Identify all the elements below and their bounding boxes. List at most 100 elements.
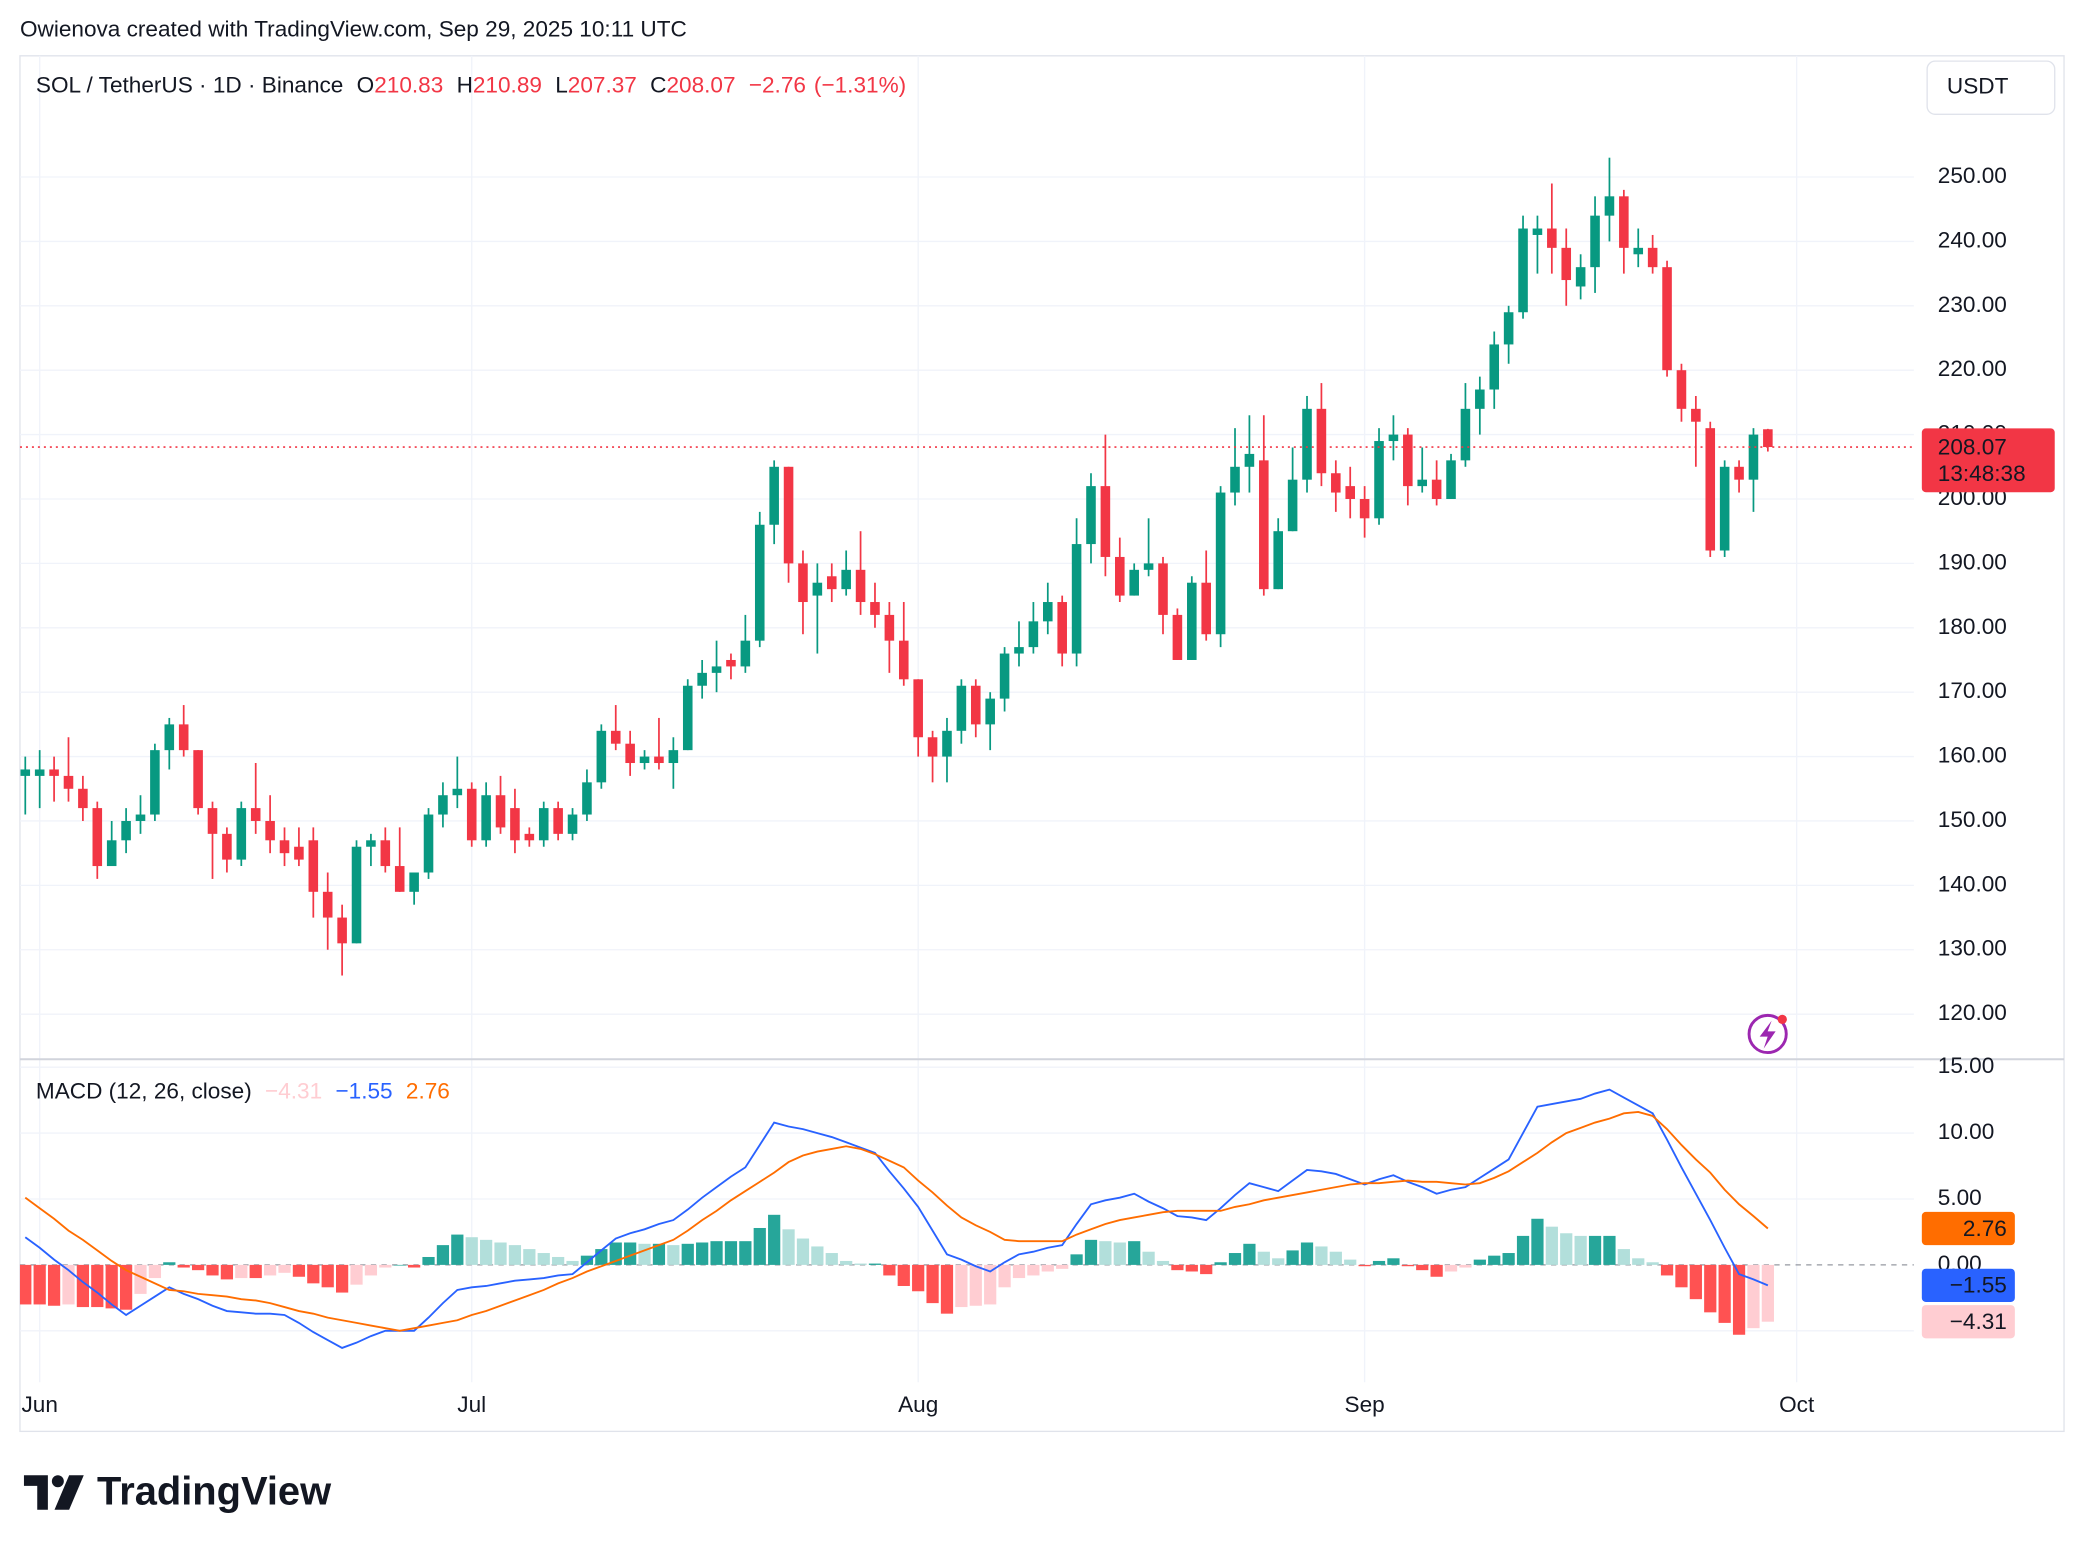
- histogram-bar: [1041, 1264, 1054, 1272]
- candle-body: [193, 750, 203, 809]
- candle-body: [956, 685, 967, 731]
- legend-value: −4.31: [265, 1078, 322, 1103]
- candle-body: [1287, 479, 1298, 532]
- histogram-bar: [408, 1264, 421, 1268]
- candle-body: [106, 840, 117, 867]
- histogram-bar: [724, 1241, 738, 1265]
- candle-body: [855, 569, 866, 603]
- candle-body: [582, 782, 592, 815]
- histogram-bar: [1315, 1246, 1328, 1265]
- candle-body: [1446, 460, 1456, 499]
- y-tick-label: 140.00: [1938, 871, 2007, 896]
- histogram-bar: [854, 1263, 867, 1265]
- histogram-bar: [508, 1245, 522, 1265]
- candle-body: [538, 808, 549, 841]
- candle-body: [654, 756, 664, 764]
- candle-body: [308, 840, 319, 892]
- candle-body: [351, 846, 362, 944]
- legend: SOL / TetherUS · 1D · Binance O210.83 H210…: [36, 72, 906, 97]
- value-tag-label: −4.31: [1950, 1309, 2007, 1334]
- histogram-bar: [1387, 1258, 1400, 1265]
- candle-body: [970, 685, 981, 725]
- legend-change-pct: (−1.31%): [814, 72, 906, 97]
- macd-line: [24, 1111, 1769, 1332]
- logo-mark: [54, 1475, 84, 1510]
- histogram-bar: [739, 1241, 752, 1265]
- histogram-bar: [33, 1264, 46, 1305]
- value-tag-label: −1.55: [1950, 1273, 2007, 1298]
- x-tick-label: Sep: [1345, 1392, 1385, 1417]
- candle-body: [1734, 466, 1744, 480]
- currency-button[interactable]: [1926, 60, 2056, 115]
- currency-label[interactable]: USDT: [1947, 74, 2009, 99]
- alert-dot[interactable]: [1777, 1014, 1787, 1025]
- alert-bolt[interactable]: [1759, 1020, 1776, 1049]
- y-tick-label: 190.00: [1938, 549, 2007, 574]
- histogram-bar: [796, 1238, 810, 1265]
- x-tick-label: Oct: [1779, 1392, 1815, 1417]
- candle-body: [481, 795, 491, 841]
- histogram-bar: [753, 1227, 766, 1265]
- candle-body: [682, 685, 693, 751]
- histogram-bar: [566, 1260, 579, 1265]
- histogram-bar: [1185, 1264, 1198, 1272]
- histogram-bar: [1588, 1235, 1602, 1265]
- histogram-bar: [292, 1264, 306, 1277]
- histogram-bar: [148, 1264, 162, 1279]
- histogram-bar: [897, 1264, 910, 1286]
- candle-body: [409, 872, 419, 892]
- candle-body: [78, 788, 88, 809]
- candle-body: [207, 808, 218, 834]
- candle-body: [942, 730, 952, 757]
- histogram-bar: [782, 1229, 795, 1265]
- y-tick-label: 250.00: [1938, 163, 2007, 188]
- price-tag: [1921, 428, 2055, 493]
- histogram-bar: [768, 1214, 781, 1265]
- candle-body: [20, 769, 31, 776]
- alert-icon[interactable]: [1747, 1013, 1788, 1055]
- histogram-bar: [969, 1264, 982, 1306]
- candle-body: [1475, 389, 1485, 409]
- candle-body: [754, 524, 765, 641]
- histogram-bar: [321, 1264, 334, 1288]
- histogram-bar: [1560, 1233, 1573, 1265]
- legend-title: MACD (12, 26, close): [36, 1078, 252, 1103]
- histogram-bar: [1718, 1264, 1731, 1323]
- histogram-bar: [451, 1234, 464, 1265]
- candle-body: [1100, 486, 1111, 557]
- histogram-bar: [1272, 1258, 1285, 1265]
- candle-body: [567, 814, 578, 834]
- candle-body: [1403, 434, 1413, 487]
- candle-body: [265, 820, 275, 841]
- candle-body: [639, 756, 650, 764]
- histogram-bar: [336, 1264, 349, 1293]
- histogram-bar: [364, 1264, 378, 1276]
- candle-body: [1662, 267, 1672, 371]
- macd-pane: [19, 1088, 1774, 1349]
- histogram-bar: [1344, 1259, 1357, 1265]
- alert-ring[interactable]: [1747, 1013, 1788, 1055]
- histogram-bar: [868, 1263, 882, 1265]
- candle-body: [1215, 492, 1226, 635]
- histogram-bar: [163, 1262, 176, 1265]
- candle-body: [826, 576, 837, 590]
- candle-body: [63, 775, 74, 789]
- candle-body: [1201, 582, 1211, 635]
- candle-body: [1705, 428, 1716, 551]
- candle-body: [596, 730, 607, 783]
- candle-body: [1417, 479, 1428, 487]
- overlay-layer: Jun Jul Aug Sep Oct 120.00 130.00 140.00 150.00 1…: [19, 72, 2055, 1417]
- price-tag-countdown: 13:48:38: [1938, 461, 2026, 486]
- histogram-bar: [76, 1264, 90, 1308]
- candle-body: [999, 653, 1010, 699]
- histogram-bar: [1502, 1253, 1515, 1265]
- candle-body: [1561, 247, 1572, 281]
- candle-body: [898, 640, 909, 680]
- candle-body: [1158, 563, 1168, 615]
- histogram-bar: [1012, 1264, 1026, 1279]
- x-tick-label: Jul: [457, 1392, 486, 1417]
- histogram-bar: [1617, 1249, 1630, 1265]
- histogram-bar: [480, 1239, 493, 1265]
- candle-body: [697, 672, 707, 686]
- legend-key: C: [650, 72, 666, 97]
